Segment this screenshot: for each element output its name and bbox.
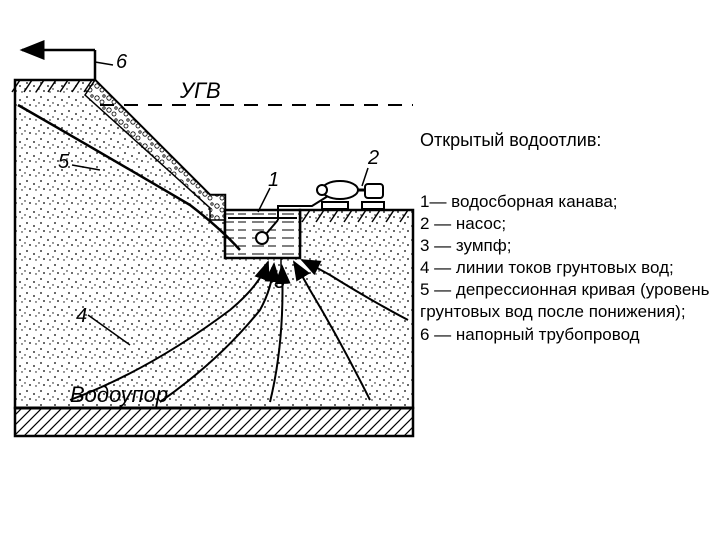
dewatering-diagram: 1 2 3 4 5 6 УГВ Водоупор [10, 10, 415, 450]
label-aquitard: Водоупор [70, 382, 168, 407]
legend-item-4: 4 — линии токов грунтовых вод; [420, 257, 710, 279]
legend-item-3: 3 — зумпф; [420, 235, 710, 257]
label-4: 4 [76, 305, 87, 327]
legend-item-5: 5 — депрессионная кривая (уровень грунто… [420, 279, 710, 323]
label-2: 2 [367, 147, 379, 169]
diagram-svg-area: 1 2 3 4 5 6 УГВ Водоупор [10, 10, 415, 450]
label-6: 6 [116, 51, 128, 73]
label-1: 1 [268, 169, 279, 191]
label-5: 5 [58, 151, 70, 173]
diagram-container: 1 2 3 4 5 6 УГВ Водоупор Открытый водоот… [0, 0, 720, 540]
label-3: 3 [274, 271, 285, 293]
legend-block: 1— водосборная канава; 2 — насос; 3 — зу… [420, 191, 710, 346]
legend-item-6: 6 — напорный трубопровод [420, 324, 710, 346]
aquitard-layer [15, 408, 413, 436]
caption-area: Открытый водоотлив: 1— водосборная канав… [420, 130, 710, 346]
label-ugv: УГВ [179, 78, 221, 103]
legend-item-1: 1— водосборная канава; [420, 191, 710, 213]
diagram-title: Открытый водоотлив: [420, 130, 710, 151]
legend-item-2: 2 — насос; [420, 213, 710, 235]
